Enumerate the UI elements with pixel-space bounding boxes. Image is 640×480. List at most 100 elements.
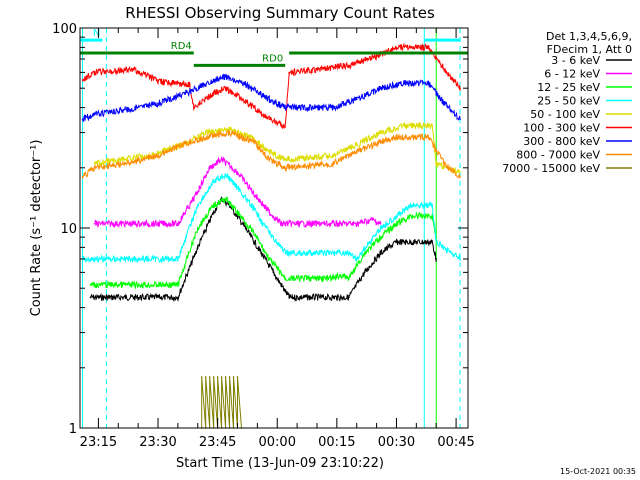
data-point: [435, 258, 438, 260]
data-point: [196, 227, 199, 229]
data-point: [236, 211, 239, 213]
data-point: [431, 241, 434, 243]
series-line: [90, 196, 437, 290]
data-point: [224, 76, 227, 78]
legend-label: 7000 - 15000 keV: [502, 162, 600, 175]
data-point: [411, 204, 414, 207]
data-point: [268, 151, 271, 153]
data-point: [379, 236, 382, 238]
legend-label: 800 - 7000 keV: [516, 149, 600, 162]
data-point: [443, 102, 445, 105]
data-point: [212, 181, 215, 183]
series-25-50-kev: [81, 172, 461, 264]
data-point: [208, 376, 211, 378]
legend-header: FDecim 1, Att 0: [547, 43, 632, 56]
series-100-300-kev: [81, 42, 461, 130]
data-point: [228, 128, 231, 131]
y-axis-label: Count Rate (s⁻¹ detector⁻¹): [29, 140, 44, 317]
data-point: [379, 227, 382, 229]
series-300-800-kev: [81, 73, 461, 122]
data-point: [355, 151, 358, 153]
annotation-label: N: [93, 28, 100, 39]
data-point: [133, 68, 135, 71]
series-6-12-kev: [93, 156, 382, 229]
x-tick-label: 00:00: [259, 435, 296, 450]
y-axis: 1 10 100: [52, 22, 468, 437]
data-point: [93, 113, 96, 116]
data-point: [177, 283, 179, 286]
data-point: [288, 71, 290, 74]
data-point: [268, 98, 271, 101]
data-point: [347, 277, 350, 280]
data-point: [189, 140, 191, 143]
data-point: [435, 58, 438, 60]
data-point: [212, 92, 215, 95]
data-point: [212, 211, 215, 213]
data-point: [189, 83, 191, 86]
data-point: [280, 222, 283, 225]
data-point: [216, 376, 219, 378]
data-point: [395, 222, 398, 225]
y-tick-label: 10: [60, 222, 77, 237]
x-tick-label: 00:30: [378, 435, 415, 450]
data-point: [395, 215, 398, 217]
data-point: [427, 136, 430, 138]
data-point: [284, 158, 286, 161]
data-point: [224, 376, 227, 378]
data-point: [431, 124, 434, 127]
data-point: [459, 118, 461, 120]
data-point: [81, 118, 84, 120]
series-3-6-kev: [89, 196, 438, 303]
y-tick-label: 100: [52, 22, 77, 37]
data-point: [379, 222, 382, 225]
data-point: [459, 87, 461, 90]
data-point: [157, 102, 159, 105]
data-point: [196, 204, 199, 207]
data-point: [284, 106, 286, 109]
data-point: [284, 126, 286, 128]
data-point: [177, 296, 179, 299]
data-point: [347, 64, 350, 67]
data-point: [177, 258, 179, 260]
data-point: [196, 246, 199, 249]
data-point: [355, 258, 358, 260]
legend: Det 1,3,4,5,6,9,FDecim 1, Att 03 - 6 keV…: [502, 30, 632, 175]
data-point: [224, 87, 227, 90]
data-point: [236, 171, 239, 174]
data-point: [220, 158, 223, 161]
data-point: [157, 154, 159, 157]
data-point: [93, 166, 96, 169]
data-point: [212, 204, 215, 207]
data-point: [244, 227, 247, 229]
data-point: [236, 186, 239, 188]
data-point: [252, 191, 255, 194]
data-point: [81, 176, 84, 178]
data-point: [268, 211, 271, 213]
legend-label: 300 - 800 keV: [523, 135, 600, 148]
data-point: [395, 136, 398, 138]
data-point: [157, 80, 159, 83]
data-point: [284, 166, 286, 169]
data-point: [212, 79, 215, 81]
series-12-25-kev: [89, 196, 438, 290]
x-tick-label: 23:30: [139, 435, 176, 450]
legend-header: Det 1,3,4,5,6,9,: [546, 30, 632, 43]
series-line: [82, 42, 461, 130]
y-tick-label: 1: [69, 422, 77, 437]
data-point: [443, 162, 445, 165]
legend-label: 12 - 25 keV: [537, 81, 600, 94]
data-point: [288, 296, 290, 299]
data-point: [252, 137, 255, 140]
data-point: [284, 252, 286, 254]
data-point: [252, 140, 255, 143]
data-point: [232, 376, 235, 378]
chart-title: RHESSI Observing Summary Count Rates: [125, 4, 435, 22]
data-point: [284, 277, 286, 280]
data-point: [363, 252, 366, 254]
data-point: [125, 162, 128, 165]
data-point: [332, 162, 334, 165]
data-point: [332, 154, 334, 157]
data-point: [268, 158, 271, 161]
data-point: [208, 166, 211, 169]
